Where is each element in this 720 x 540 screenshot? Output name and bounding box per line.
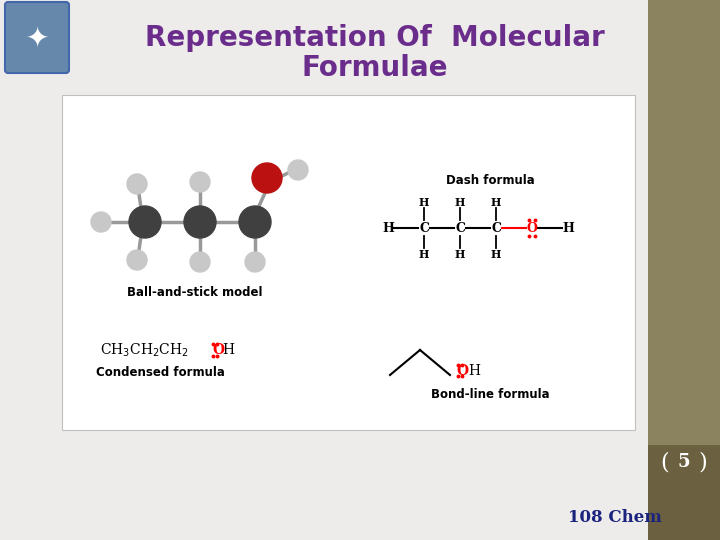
Circle shape (184, 206, 216, 238)
Text: H: H (491, 248, 501, 260)
Text: H: H (468, 364, 480, 378)
Text: C: C (491, 221, 501, 234)
Text: H: H (455, 248, 465, 260)
Text: H: H (562, 221, 574, 234)
Text: Formulae: Formulae (302, 54, 449, 82)
Text: H: H (382, 221, 394, 234)
Circle shape (245, 252, 265, 272)
Text: H: H (222, 343, 234, 357)
Circle shape (239, 206, 271, 238)
Text: O: O (526, 221, 537, 234)
Text: H: H (419, 248, 429, 260)
Text: ): ) (698, 451, 707, 473)
Text: Dash formula: Dash formula (446, 173, 534, 186)
Text: 108 Chem: 108 Chem (568, 510, 662, 526)
Text: Ball-and-stick model: Ball-and-stick model (127, 287, 263, 300)
Circle shape (91, 212, 111, 232)
Circle shape (127, 174, 147, 194)
Text: Bond-line formula: Bond-line formula (431, 388, 549, 402)
Text: H: H (491, 197, 501, 207)
Circle shape (190, 252, 210, 272)
Text: CH$_3$CH$_2$CH$_2$: CH$_3$CH$_2$CH$_2$ (100, 341, 189, 359)
Circle shape (129, 206, 161, 238)
FancyBboxPatch shape (5, 2, 69, 73)
Bar (648, 445, 720, 540)
Text: C: C (455, 221, 465, 234)
Text: C: C (419, 221, 429, 234)
Bar (62, 95, 635, 430)
Text: O: O (456, 364, 468, 378)
Text: O: O (212, 343, 224, 357)
Text: H: H (419, 197, 429, 207)
Text: (: ( (661, 451, 670, 473)
Text: Condensed formula: Condensed formula (96, 367, 225, 380)
Circle shape (127, 250, 147, 270)
Text: 5: 5 (678, 453, 690, 471)
Text: H: H (455, 197, 465, 207)
Text: ✦: ✦ (25, 24, 49, 52)
Circle shape (190, 172, 210, 192)
Circle shape (252, 163, 282, 193)
Bar (648, 0, 720, 445)
Circle shape (288, 160, 308, 180)
Text: Representation Of  Molecular: Representation Of Molecular (145, 24, 605, 52)
